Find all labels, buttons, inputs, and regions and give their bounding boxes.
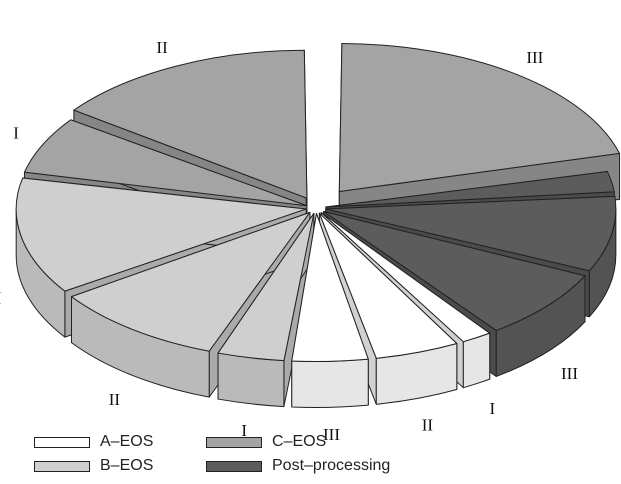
- legend-item-a-eos: A–EOS: [34, 432, 153, 452]
- legend: A–EOS B–EOS C–EOS Post–processing: [34, 432, 474, 480]
- legend-item-c-eos: C–EOS: [206, 432, 326, 452]
- slice-label-b-eos-iii: III: [0, 288, 2, 307]
- slice-outer-rim: [462, 332, 491, 389]
- legend-label-a-eos: A–EOS: [100, 433, 154, 450]
- legend-label-c-eos: C–EOS: [272, 433, 327, 450]
- legend-item-post-processing: Post–processing: [206, 456, 390, 476]
- slice-label-post-processing-iii: III: [561, 364, 578, 383]
- slice-label-b-eos-i: I: [241, 421, 247, 440]
- slice-label-a-eos-iii: III: [323, 425, 340, 444]
- slice-top-face: [323, 211, 586, 331]
- slice-b-eos-i: [217, 212, 315, 408]
- slice-label-a-eos-i: I: [489, 399, 495, 418]
- legend-swatch-c-eos: [206, 436, 262, 448]
- legend-swatch-post-processing: [206, 460, 262, 472]
- slice-top-face: [15, 177, 307, 292]
- legend-label-b-eos: B–EOS: [100, 457, 154, 474]
- slice-a-eos-iii: [291, 212, 369, 408]
- slice-top-face: [325, 195, 617, 272]
- slice-label-b-eos-ii: II: [109, 390, 121, 409]
- slice-top-face: [320, 212, 491, 343]
- slice-outer-rim: [217, 352, 285, 408]
- slice-label-c-eos-i: I: [13, 124, 19, 143]
- slice-top-face: [217, 212, 315, 362]
- slice-top-face: [291, 212, 369, 362]
- slice-top-face: [73, 49, 308, 199]
- slice-top-face: [23, 119, 308, 207]
- slice-label-c-eos-iii: III: [526, 48, 543, 67]
- legend-swatch-b-eos: [34, 460, 90, 472]
- slice-label-c-eos-ii: II: [156, 38, 168, 57]
- legend-label-post-processing: Post–processing: [272, 457, 391, 474]
- legend-item-b-eos: B–EOS: [34, 456, 153, 476]
- slice-top-face: [338, 42, 621, 192]
- slice-top-face: [325, 171, 615, 208]
- legend-swatch-a-eos: [34, 436, 90, 448]
- slice-outer-rim: [291, 358, 369, 408]
- slice-top-face: [70, 211, 311, 352]
- slice-top-face: [318, 212, 458, 359]
- slice-label-a-eos-ii: II: [422, 415, 434, 434]
